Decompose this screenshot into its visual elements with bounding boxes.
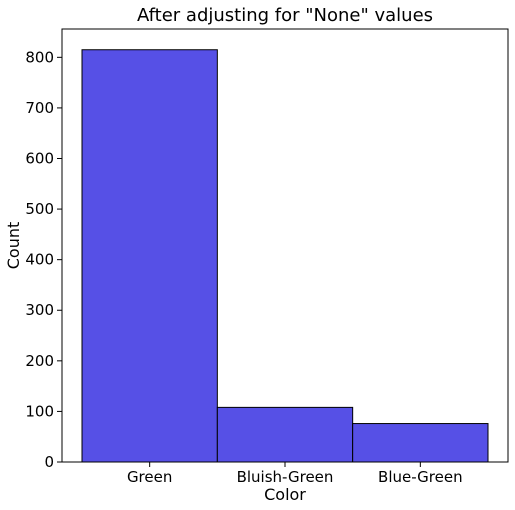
x-tick-label: Blue-Green	[378, 468, 463, 486]
y-axis-label: Count	[4, 222, 23, 270]
y-tick-label: 600	[25, 149, 54, 167]
y-tick-label: 300	[25, 301, 54, 319]
y-tick-label: 100	[25, 402, 54, 420]
y-tick-label: 200	[25, 352, 54, 370]
x-tick-label: Bluish-Green	[237, 468, 334, 486]
bar-bluish-green	[216, 406, 354, 463]
x-axis-ticks: Green Bluish-Green Blue-Green	[127, 462, 463, 486]
x-tick-label: Green	[127, 468, 172, 486]
chart-title: After adjusting for "None" values	[137, 5, 433, 26]
bars-group	[81, 49, 489, 463]
y-tick-label: 500	[25, 200, 54, 218]
bar-green	[81, 49, 218, 463]
y-tick-label: 0	[44, 453, 54, 471]
y-tick-label: 800	[25, 48, 54, 66]
bar-blue-green	[352, 423, 489, 463]
y-tick-label: 700	[25, 99, 54, 117]
x-axis-label: Color	[264, 485, 306, 504]
y-axis-ticks: 0 100 200 300 400 500 600 700 800	[25, 48, 62, 471]
y-tick-label: 400	[25, 251, 54, 269]
